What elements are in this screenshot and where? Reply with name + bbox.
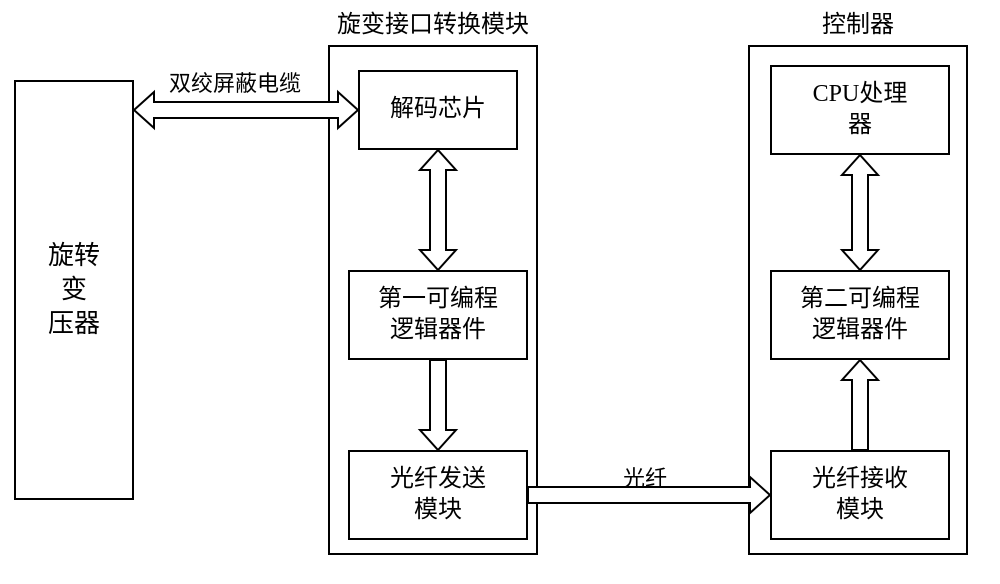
pld1-node: 第一可编程逻辑器件 <box>348 270 528 360</box>
fiber-label: 光纤 <box>595 465 695 494</box>
controller-title: 控制器 <box>748 10 968 41</box>
pld2-node: 第二可编程逻辑器件 <box>770 270 950 360</box>
cable-label: 双绞屏蔽电缆 <box>150 70 320 99</box>
decoder-node: 解码芯片 <box>358 70 518 150</box>
conv-module-title: 旋变接口转换模块 <box>328 10 538 41</box>
cpu-node: CPU处理器 <box>770 65 950 155</box>
resolver-label: 旋转变压器 <box>48 239 100 340</box>
resolver-node: 旋转变压器 <box>14 80 134 500</box>
fiber-rx-node: 光纤接收模块 <box>770 450 950 540</box>
fiber-tx-label: 光纤发送模块 <box>390 464 486 526</box>
pld2-label: 第二可编程逻辑器件 <box>800 284 920 346</box>
cpu-label: CPU处理器 <box>813 79 908 141</box>
decoder-label: 解码芯片 <box>390 94 486 125</box>
pld1-label: 第一可编程逻辑器件 <box>378 284 498 346</box>
fiber-tx-node: 光纤发送模块 <box>348 450 528 540</box>
fiber-rx-label: 光纤接收模块 <box>812 464 908 526</box>
